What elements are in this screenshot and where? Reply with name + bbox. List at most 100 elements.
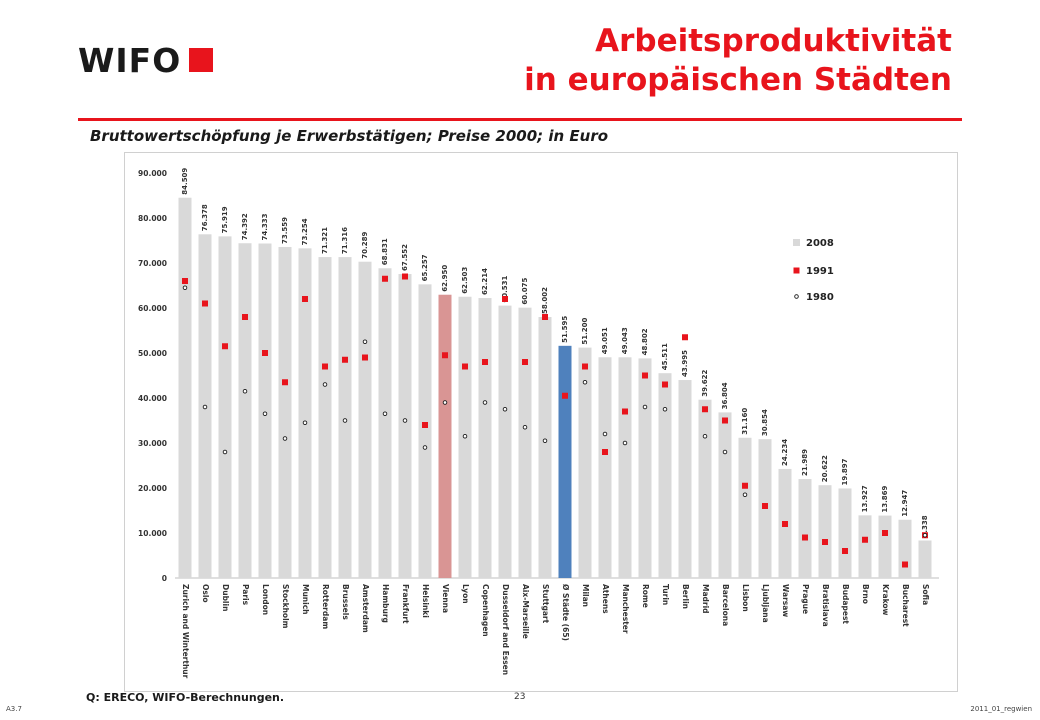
marker-1991 xyxy=(782,521,788,527)
category-label: Hamburg xyxy=(381,584,390,623)
bar-value-label: 49.043 xyxy=(621,327,629,354)
marker-1991 xyxy=(382,275,388,282)
bar-value-label: 74.392 xyxy=(241,213,249,240)
bar-value-label: 73.559 xyxy=(281,217,289,244)
chart-subtitle: Bruttowertschöpfung je Erwerbstätigen; P… xyxy=(90,127,609,145)
bar-2008 xyxy=(518,307,532,578)
title-divider xyxy=(78,118,962,121)
marker-1980 xyxy=(642,404,648,410)
bar-2008 xyxy=(478,298,492,578)
category-label: Lisbon xyxy=(741,584,750,612)
y-tick-label: 80.000 xyxy=(138,214,167,223)
category-label: Budapest xyxy=(841,584,850,624)
productivity-bar-chart: 0 10.000 20.000 30.000 40.000 50.000 60.000 70.… xyxy=(138,168,939,679)
marker-1980 xyxy=(382,411,388,417)
marker-1991 xyxy=(822,539,828,545)
marker-1980 xyxy=(242,388,248,394)
category-label: Ljubljana xyxy=(761,584,770,623)
bar-value-label: 21.989 xyxy=(801,449,809,476)
marker-1980 xyxy=(582,379,588,385)
page-title: Arbeitsproduktivität in europäischen Stä… xyxy=(524,22,952,100)
marker-1980 xyxy=(322,382,328,387)
bar-2008 xyxy=(558,345,572,578)
category-label: Frankfurt xyxy=(401,584,410,624)
y-tick-label: 30.000 xyxy=(138,439,167,448)
category-label: Milan xyxy=(581,584,590,607)
category-label: Brno xyxy=(861,584,870,604)
bar-value-label: 60.531 xyxy=(501,275,509,302)
bar-2008 xyxy=(418,284,432,578)
wifo-logo: WIFO xyxy=(78,40,214,80)
bar-2008 xyxy=(898,519,912,578)
bar-value-label: 71.316 xyxy=(341,227,349,254)
bar-value-label: 13.927 xyxy=(861,485,869,512)
bar-value-label: 75.919 xyxy=(221,206,229,233)
bar-value-label: 19.897 xyxy=(841,458,849,485)
bar-value-label: 68.831 xyxy=(381,238,389,265)
bar-value-label: 31.160 xyxy=(741,408,749,435)
marker-1980 xyxy=(262,411,268,417)
category-label: Rotterdam xyxy=(321,584,330,629)
marker-1991 xyxy=(262,350,268,356)
category-label: Prague xyxy=(801,584,810,614)
bar-value-label: 62.214 xyxy=(481,268,489,295)
bar-value-label: 60.075 xyxy=(521,278,529,305)
marker-1991 xyxy=(802,534,808,541)
category-label: Dusseldorf and Essen xyxy=(501,584,510,675)
marker-1991 xyxy=(582,363,588,370)
category-label: Madrid xyxy=(701,584,710,614)
marker-1991 xyxy=(442,352,448,359)
bar-2008 xyxy=(678,380,692,578)
marker-1980 xyxy=(722,449,728,455)
marker-1991 xyxy=(622,408,628,415)
marker-1980 xyxy=(662,406,668,412)
legend-label: 2008 xyxy=(806,238,834,249)
category-label: Amsterdam xyxy=(361,584,370,633)
marker-1991 xyxy=(742,482,748,489)
category-label: Brussels xyxy=(341,584,350,620)
page-number: 23 xyxy=(514,692,526,702)
category-label: Stockholm xyxy=(281,584,290,629)
marker-1991 xyxy=(882,530,888,536)
category-label: Munich xyxy=(301,584,310,615)
marker-1991 xyxy=(462,363,468,370)
bar-value-label: 51.595 xyxy=(561,316,569,343)
bar-2008 xyxy=(718,412,732,578)
bar-2008 xyxy=(438,294,452,578)
marker-1991 xyxy=(322,363,328,370)
marker-1980 xyxy=(182,285,188,290)
marker-1991 xyxy=(522,359,528,365)
category-label: Krakow xyxy=(881,584,890,616)
category-label: Rome xyxy=(641,584,650,608)
marker-1980 xyxy=(222,449,228,455)
marker-1991 xyxy=(762,503,768,509)
bar-value-label: 24.234 xyxy=(781,439,789,466)
category-label: Dublin xyxy=(221,584,230,611)
bar-2008 xyxy=(818,485,832,578)
bar-2008 xyxy=(658,373,672,578)
marker-1991 xyxy=(482,359,488,365)
bar-2008 xyxy=(298,248,312,578)
bar-value-label: 8.338 xyxy=(921,515,929,537)
bar-2008 xyxy=(238,243,252,578)
bar-value-label: 13.869 xyxy=(881,485,889,512)
y-tick-label: 70.000 xyxy=(138,259,167,268)
bar-value-label: 67.552 xyxy=(401,244,409,271)
marker-1991 xyxy=(662,381,668,388)
bar-value-label: 70.289 xyxy=(361,232,369,259)
bar-2008 xyxy=(798,479,812,578)
bar-value-label: 39.622 xyxy=(701,370,709,397)
marker-1991 xyxy=(222,343,228,350)
y-tick-label: 60.000 xyxy=(138,304,167,313)
bar-value-label: 48.802 xyxy=(641,328,649,355)
marker-1980 xyxy=(542,438,548,444)
category-label: Vienna xyxy=(441,584,450,613)
category-label: Aix-Marseille xyxy=(521,584,530,639)
bar-2008 xyxy=(498,305,512,578)
marker-1980 xyxy=(622,440,628,446)
bar-value-label: 74.333 xyxy=(261,213,269,240)
marker-1991 xyxy=(602,449,608,455)
y-tick-label: 40.000 xyxy=(138,394,167,403)
marker-1980 xyxy=(922,533,928,538)
marker-1980 xyxy=(742,492,748,498)
